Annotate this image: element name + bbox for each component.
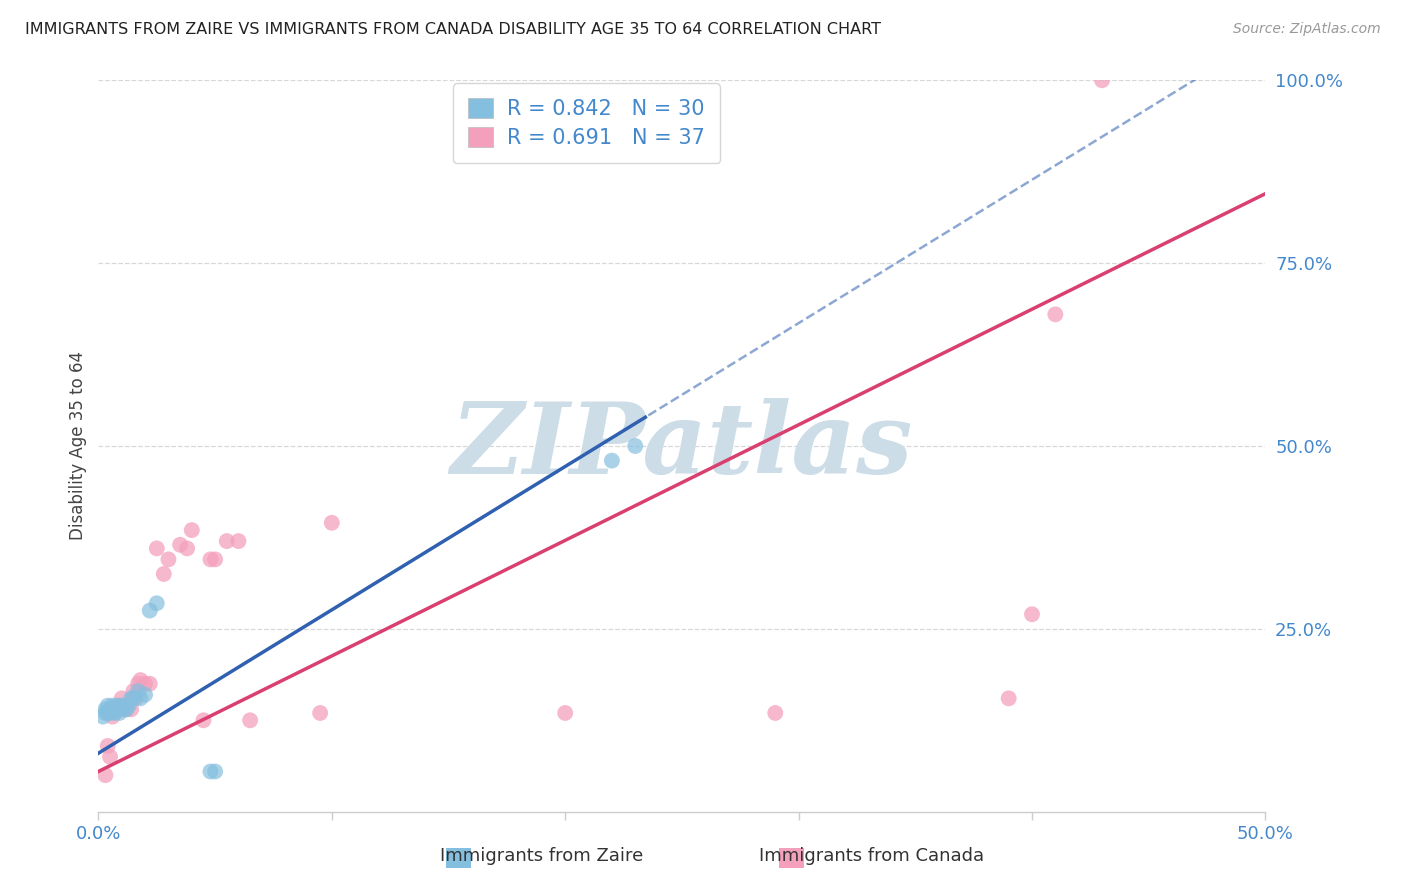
Point: [200, 764, 222, 779]
Point: [115, 702, 138, 716]
Point: [104, 702, 127, 716]
Point: [94, 702, 117, 716]
Point: [101, 709, 124, 723]
Point: [134, 688, 156, 702]
Point: [134, 676, 156, 690]
Point: [115, 702, 138, 716]
Point: [146, 596, 169, 610]
Point: [139, 676, 162, 690]
Point: [97, 698, 120, 713]
Point: [120, 691, 142, 706]
Point: [97, 739, 120, 753]
Point: [152, 567, 174, 582]
Text: Immigrants from Canada: Immigrants from Canada: [759, 847, 984, 865]
Point: [127, 684, 149, 698]
Point: [101, 698, 124, 713]
Point: [763, 706, 786, 720]
Point: [120, 702, 142, 716]
Point: [321, 516, 343, 530]
Point: [125, 691, 148, 706]
Text: ZIPatlas: ZIPatlas: [451, 398, 912, 494]
Point: [112, 702, 135, 716]
Legend: R = 0.842   N = 30, R = 0.691   N = 37: R = 0.842 N = 30, R = 0.691 N = 37: [453, 83, 720, 163]
Point: [204, 552, 226, 566]
Point: [122, 684, 145, 698]
Point: [1045, 307, 1067, 321]
Point: [180, 523, 202, 537]
Point: [127, 676, 149, 690]
Point: [157, 552, 180, 566]
Text: Source: ZipAtlas.com: Source: ZipAtlas.com: [1233, 22, 1381, 37]
Point: [118, 698, 141, 713]
Point: [215, 534, 238, 549]
Point: [104, 706, 127, 720]
Point: [111, 698, 134, 713]
Point: [105, 702, 128, 716]
Text: IMMIGRANTS FROM ZAIRE VS IMMIGRANTS FROM CANADA DISABILITY AGE 35 TO 64 CORRELAT: IMMIGRANTS FROM ZAIRE VS IMMIGRANTS FROM…: [25, 22, 882, 37]
Point: [98, 702, 121, 716]
Point: [624, 439, 647, 453]
Point: [94, 768, 117, 782]
Point: [169, 538, 191, 552]
Point: [204, 764, 226, 779]
Y-axis label: Disability Age 35 to 64: Disability Age 35 to 64: [69, 351, 87, 541]
Point: [1021, 607, 1043, 622]
Point: [105, 698, 128, 713]
Point: [309, 706, 332, 720]
Point: [91, 709, 114, 723]
Point: [108, 706, 131, 720]
Point: [97, 706, 120, 720]
Point: [200, 552, 222, 566]
Point: [228, 534, 250, 549]
Point: [98, 706, 121, 720]
Point: [997, 691, 1019, 706]
Point: [98, 749, 121, 764]
Point: [108, 698, 131, 713]
Text: Immigrants from Zaire: Immigrants from Zaire: [440, 847, 643, 865]
Point: [104, 702, 127, 716]
Point: [112, 698, 135, 713]
Point: [111, 691, 134, 706]
Point: [193, 714, 215, 728]
Point: [139, 603, 162, 617]
Point: [176, 541, 198, 556]
Point: [146, 541, 169, 556]
Point: [129, 673, 152, 687]
Point: [101, 702, 124, 716]
Point: [554, 706, 576, 720]
Point: [94, 706, 117, 720]
Point: [108, 698, 131, 713]
Point: [1091, 73, 1114, 87]
Point: [600, 453, 623, 467]
Point: [129, 691, 152, 706]
Point: [122, 691, 145, 706]
Point: [239, 714, 262, 728]
Point: [105, 702, 128, 716]
